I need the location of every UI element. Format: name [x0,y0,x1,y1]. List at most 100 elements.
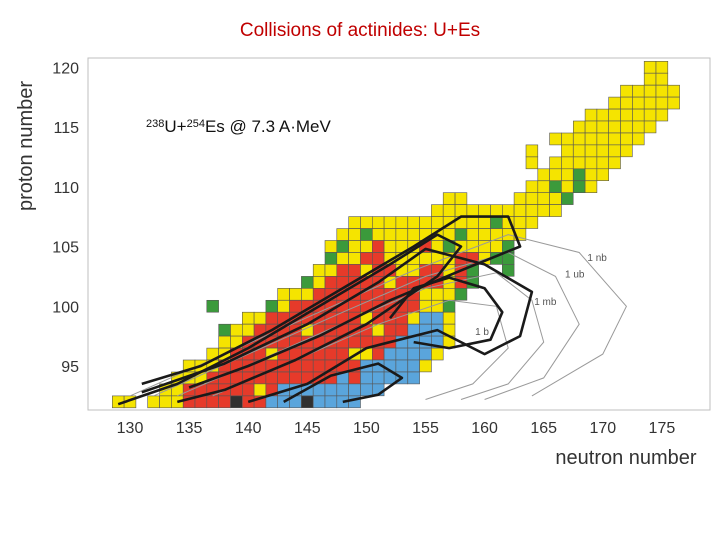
nuclide-cell [525,216,539,229]
nuclide-cell [159,395,172,409]
nuclide-cell [301,359,314,373]
nuclide-cell [277,371,290,385]
nuclide-cell [218,335,231,349]
nuclide-cell [525,180,539,194]
nuclide-cell [431,287,444,301]
nuclide-cell [265,299,278,313]
y-tick-label: 110 [53,180,79,197]
nuclide-cell [431,311,444,325]
nuclide-cell [277,395,290,409]
nuclide-cell [431,299,444,313]
target-mass: 254 [187,118,205,130]
projectile-element: U+ [164,117,186,136]
y-tick-label: 120 [52,60,79,77]
nuclide-cell [419,216,432,229]
target-element-energy: Es @ 7.3 A·MeV [205,117,332,136]
contour-label: 1 nb [587,253,607,264]
nuclide-cell [478,204,491,217]
nuclide-cell [336,240,349,253]
nuclide-cell [312,359,326,373]
nuclide-cell [549,132,562,146]
nuclide-cell [301,287,314,301]
nuclide-cell [336,228,349,241]
nuclide-cell [442,192,456,205]
nuclide-cell [419,347,432,361]
nuclide-cell [632,84,645,98]
nuclide-cell [478,216,491,229]
nuclide-cell [371,228,385,241]
nuclide-cell [596,108,610,122]
nuclide-cell [584,132,598,146]
nuclide-cell [419,299,432,313]
nuclide-cell [537,192,550,205]
nuclide-cell [419,359,432,373]
contour-line-thick [141,247,534,404]
nuclide-cell [596,132,610,146]
nuclide-cell [324,252,338,265]
nuclide-cell [407,359,420,373]
nuclide-cell [490,240,503,253]
nuclide-cell [312,264,326,277]
nuclide-cell [242,311,255,325]
nuclide-cell [632,120,645,134]
contour-line-thin [129,234,627,397]
nuclide-cell [561,192,574,205]
nuclide-cell [643,96,657,110]
nuclide-cell [383,216,397,229]
y-tick-label: 100 [52,299,79,316]
nuclide-cell [336,252,349,265]
nuclide-cell [407,216,420,229]
y-ticks: 95 100 105 110 115 120 [52,60,79,376]
nuclide-cell [643,60,657,74]
nuclide-cell [383,347,397,361]
y-tick-label: 115 [53,120,79,137]
nuclide-cell [289,287,302,301]
nuclide-cell [620,120,633,134]
nuclide-cell [549,180,562,194]
contour-line-thick [117,233,463,406]
nuclide-cell [643,84,657,98]
x-tick-label: 155 [412,420,439,437]
nuclide-cell [289,299,302,313]
nuclide-cell [596,168,610,182]
nuclide-cell [419,252,432,265]
nuclide-cell [324,240,338,253]
nuclide-cell [301,395,314,409]
x-tick-label: 150 [353,420,380,437]
nuclide-cell [242,323,255,337]
contour-label: 1 b [475,327,489,338]
nuclide-cell [537,204,550,217]
nuclide-cell [242,383,255,397]
nuclide-cell [454,287,468,301]
nuclide-cell [608,120,621,134]
nuclide-cell [561,132,574,146]
nuclide-cell [265,311,278,325]
x-tick-label: 130 [117,420,144,437]
nuclide-cell [466,204,479,217]
nuclide-cell [655,72,669,86]
nuclide-cell [490,216,503,229]
nuclide-cell [572,132,586,146]
nuclide-cell [572,144,586,158]
nuclide-cell [324,383,338,397]
y-tick-label: 105 [52,240,79,257]
nuclide-cell [655,84,669,98]
nuclide-cell [371,252,385,265]
nuclide-cell [478,228,491,241]
nuclide-cell [608,156,621,170]
nuclide-cell [265,395,278,409]
nuclide-cell [206,395,219,409]
cross-section-contours [117,215,627,406]
nuclide-cell [620,144,633,158]
nuclide-cell [395,228,408,241]
nuclide-cell [655,60,669,74]
nuclide-cell [466,228,479,241]
nuclide-cell [561,144,574,158]
nuclide-cell [431,347,444,361]
nuclide-cell [348,264,361,277]
nuclide-cell [584,144,598,158]
nuclide-cell [395,216,408,229]
nuclide-cell [407,371,420,385]
nuclide-cell [513,216,527,229]
nuclide-cell [584,156,598,170]
